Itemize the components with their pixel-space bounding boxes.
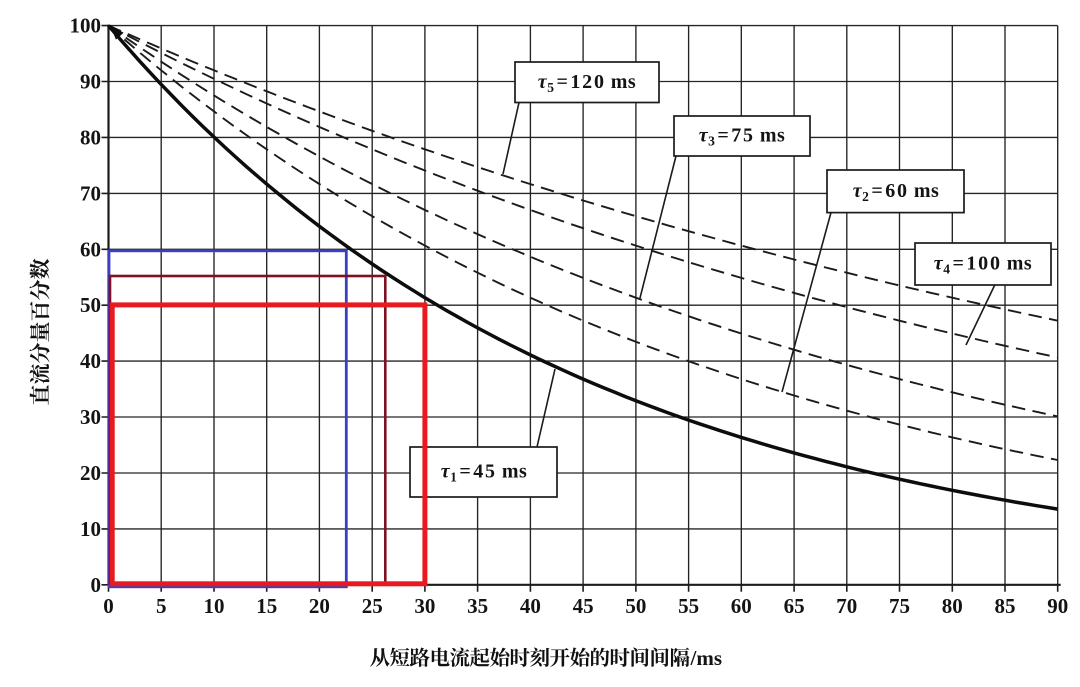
svg-text:40: 40 xyxy=(80,349,101,373)
svg-text:20: 20 xyxy=(309,594,330,618)
svg-text:60: 60 xyxy=(80,237,101,261)
svg-text:30: 30 xyxy=(80,405,101,429)
svg-text:10: 10 xyxy=(80,517,101,541)
svg-text:70: 70 xyxy=(80,181,101,205)
svg-text:0: 0 xyxy=(91,573,102,597)
svg-text:60: 60 xyxy=(731,594,752,618)
svg-text:0: 0 xyxy=(103,594,114,618)
svg-text:85: 85 xyxy=(995,594,1016,618)
svg-text:65: 65 xyxy=(784,594,805,618)
svg-text:15: 15 xyxy=(256,594,277,618)
svg-text:75: 75 xyxy=(889,594,910,618)
svg-text:10: 10 xyxy=(204,594,225,618)
svg-text:90: 90 xyxy=(1047,594,1068,618)
svg-text:30: 30 xyxy=(414,594,435,618)
svg-text:100: 100 xyxy=(70,14,102,38)
svg-text:70: 70 xyxy=(836,594,857,618)
svg-text:45: 45 xyxy=(573,594,594,618)
svg-text:5: 5 xyxy=(156,594,167,618)
svg-text:/ms: /ms xyxy=(690,646,723,670)
svg-text:50: 50 xyxy=(80,293,101,317)
svg-text:20: 20 xyxy=(80,461,101,485)
svg-text:35: 35 xyxy=(467,594,488,618)
svg-text:55: 55 xyxy=(678,594,699,618)
svg-text:40: 40 xyxy=(520,594,541,618)
svg-text:80: 80 xyxy=(80,125,101,149)
svg-text:80: 80 xyxy=(942,594,963,618)
svg-text:90: 90 xyxy=(80,70,101,94)
svg-text:50: 50 xyxy=(625,594,646,618)
svg-text:25: 25 xyxy=(362,594,383,618)
